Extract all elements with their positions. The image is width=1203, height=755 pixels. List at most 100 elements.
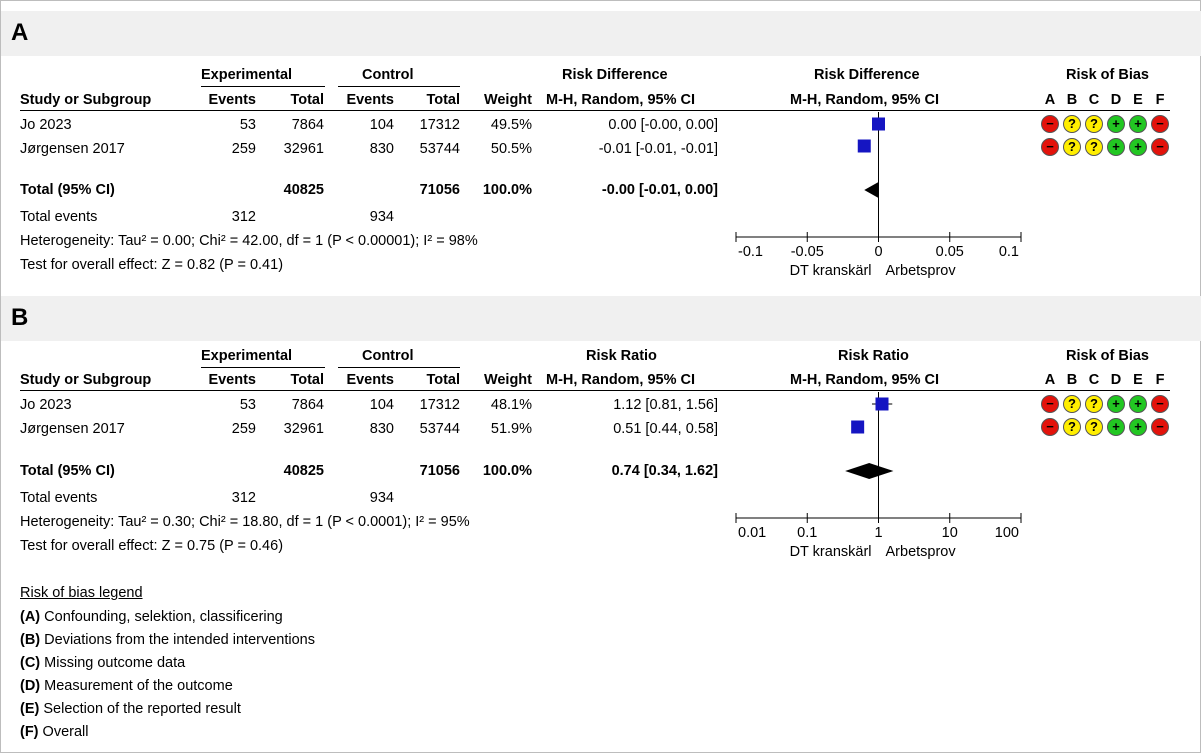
weight-header: Weight (483, 372, 532, 388)
pooled-ci-text: -0.00 [-0.01, 0.00] (601, 182, 718, 198)
favours-left-label: DT kranskärl (790, 263, 872, 279)
legend-text: Measurement of the outcome (40, 678, 233, 694)
ctl-events: 830 (369, 421, 394, 437)
rd-header: Risk Difference (562, 67, 668, 83)
ctl-total: 17312 (419, 117, 460, 133)
rob-dot: + (1107, 395, 1125, 413)
ci-text: -0.01 [-0.01, -0.01] (598, 141, 718, 157)
legend-text: Selection of the reported result (39, 701, 241, 717)
rob-dot: − (1151, 115, 1169, 133)
plot-method-header: M-H, Random, 95% CI (790, 92, 940, 108)
rob-letter: B (1066, 92, 1078, 108)
legend-letter: (B) (20, 632, 41, 648)
weight-header: Weight (483, 92, 532, 108)
total-events-label: Total events (20, 209, 98, 225)
forest-plot-b: 0.01 0.1 1 10 100 DT kranskärl Arbetsprov (735, 392, 1022, 560)
exp-underline (201, 367, 325, 368)
exp-total: 7864 (291, 117, 324, 133)
study-col-header: Study or Subgroup (20, 372, 152, 388)
rob-dot: ? (1085, 115, 1103, 133)
study-name: Jørgensen 2017 (20, 141, 125, 157)
ctl-underline (338, 367, 460, 368)
total-events-ctl: 934 (369, 209, 394, 225)
x-tick-label: 0.1 (999, 244, 1019, 260)
rob-letter: B (1066, 372, 1078, 388)
rob-dot: + (1129, 395, 1147, 413)
exp-events: 53 (239, 117, 256, 133)
rob-letter: D (1110, 92, 1122, 108)
weight: 50.5% (490, 141, 532, 157)
legend-text: Missing outcome data (40, 655, 186, 671)
study-name: Jo 2023 (20, 117, 72, 133)
exp-total-header: Total (290, 92, 324, 108)
study-col-header: Study or Subgroup (20, 92, 152, 108)
ctl-total-header: Total (426, 92, 460, 108)
study-square (851, 420, 865, 434)
method-header: M-H, Random, 95% CI (546, 92, 696, 108)
legend-item: (F) Overall (20, 724, 88, 741)
ctl-events: 830 (369, 141, 394, 157)
rob-letter: F (1155, 92, 1165, 108)
rd-plot-header: Risk Difference (814, 67, 920, 83)
rob-dot: + (1129, 115, 1147, 133)
x-tick-label: 0.1 (797, 525, 817, 541)
rob-dot: − (1151, 395, 1169, 413)
rob-dot: + (1107, 138, 1125, 156)
forest-plot-a: -0.1 -0.05 0 0.05 0.1 DT kranskärl Arbetsprov (735, 112, 1022, 279)
exp-total-sum: 40825 (283, 463, 324, 479)
rob-dot: − (1041, 418, 1059, 436)
exp-events: 259 (231, 141, 256, 157)
x-tick-label: -0.1 (738, 244, 763, 260)
legend-item: (A) Confounding, selektion, classificeri… (20, 609, 283, 626)
rob-dot: − (1041, 395, 1059, 413)
method-header: M-H, Random, 95% CI (546, 372, 696, 388)
heterogeneity: Heterogeneity: Tau² = 0.30; Chi² = 18.80… (20, 514, 470, 530)
exp-events-header: Events (208, 372, 256, 388)
rob-header: Risk of Bias (1066, 67, 1149, 83)
ctl-total: 53744 (419, 141, 460, 157)
legend-text: Deviations from the intended interventio… (40, 632, 315, 648)
weight-sum: 100.0% (482, 182, 532, 198)
ctl-total-sum: 71056 (419, 463, 460, 479)
weight: 49.5% (490, 117, 532, 133)
weight-sum: 100.0% (482, 463, 532, 479)
rob-dot: ? (1063, 115, 1081, 133)
total-events-exp: 312 (231, 490, 256, 506)
control-header: Control (362, 348, 414, 364)
rob-letter: C (1088, 372, 1100, 388)
study-square (875, 397, 889, 411)
total-events-exp: 312 (231, 209, 256, 225)
exp-total: 32961 (283, 141, 324, 157)
rob-dot: − (1041, 138, 1059, 156)
exp-total: 32961 (283, 421, 324, 437)
rob-dot: − (1151, 138, 1169, 156)
total-events-ctl: 934 (369, 490, 394, 506)
weight: 51.9% (490, 421, 532, 437)
x-tick-label: -0.05 (791, 244, 824, 260)
exp-total: 7864 (291, 397, 324, 413)
rob-letter: D (1110, 372, 1122, 388)
ctl-events: 104 (369, 117, 394, 133)
x-tick-label: 0.05 (936, 244, 964, 260)
weight: 48.1% (490, 397, 532, 413)
x-tick-label: 0 (874, 244, 882, 260)
ci-text: 0.51 [0.44, 0.58] (613, 421, 718, 437)
study-square (857, 139, 871, 153)
rr-plot-header: Risk Ratio (838, 348, 909, 364)
legend-letter: (E) (20, 701, 40, 717)
rob-dot: − (1151, 418, 1169, 436)
ctl-total: 53744 (419, 421, 460, 437)
panel-a-label: A (11, 19, 29, 46)
legend-item: (B) Deviations from the intended interve… (20, 632, 315, 649)
favours-right-label: Arbetsprov (886, 263, 957, 279)
experimental-header: Experimental (201, 348, 293, 364)
rob-dot: ? (1063, 395, 1081, 413)
exp-total-header: Total (290, 372, 324, 388)
ctl-events-header: Events (346, 372, 394, 388)
total-label: Total (95% CI) (20, 182, 115, 198)
study-name: Jørgensen 2017 (20, 421, 125, 437)
ctl-events: 104 (369, 397, 394, 413)
heterogeneity: Heterogeneity: Tau² = 0.00; Chi² = 42.00… (20, 233, 478, 249)
rob-dot: ? (1085, 418, 1103, 436)
